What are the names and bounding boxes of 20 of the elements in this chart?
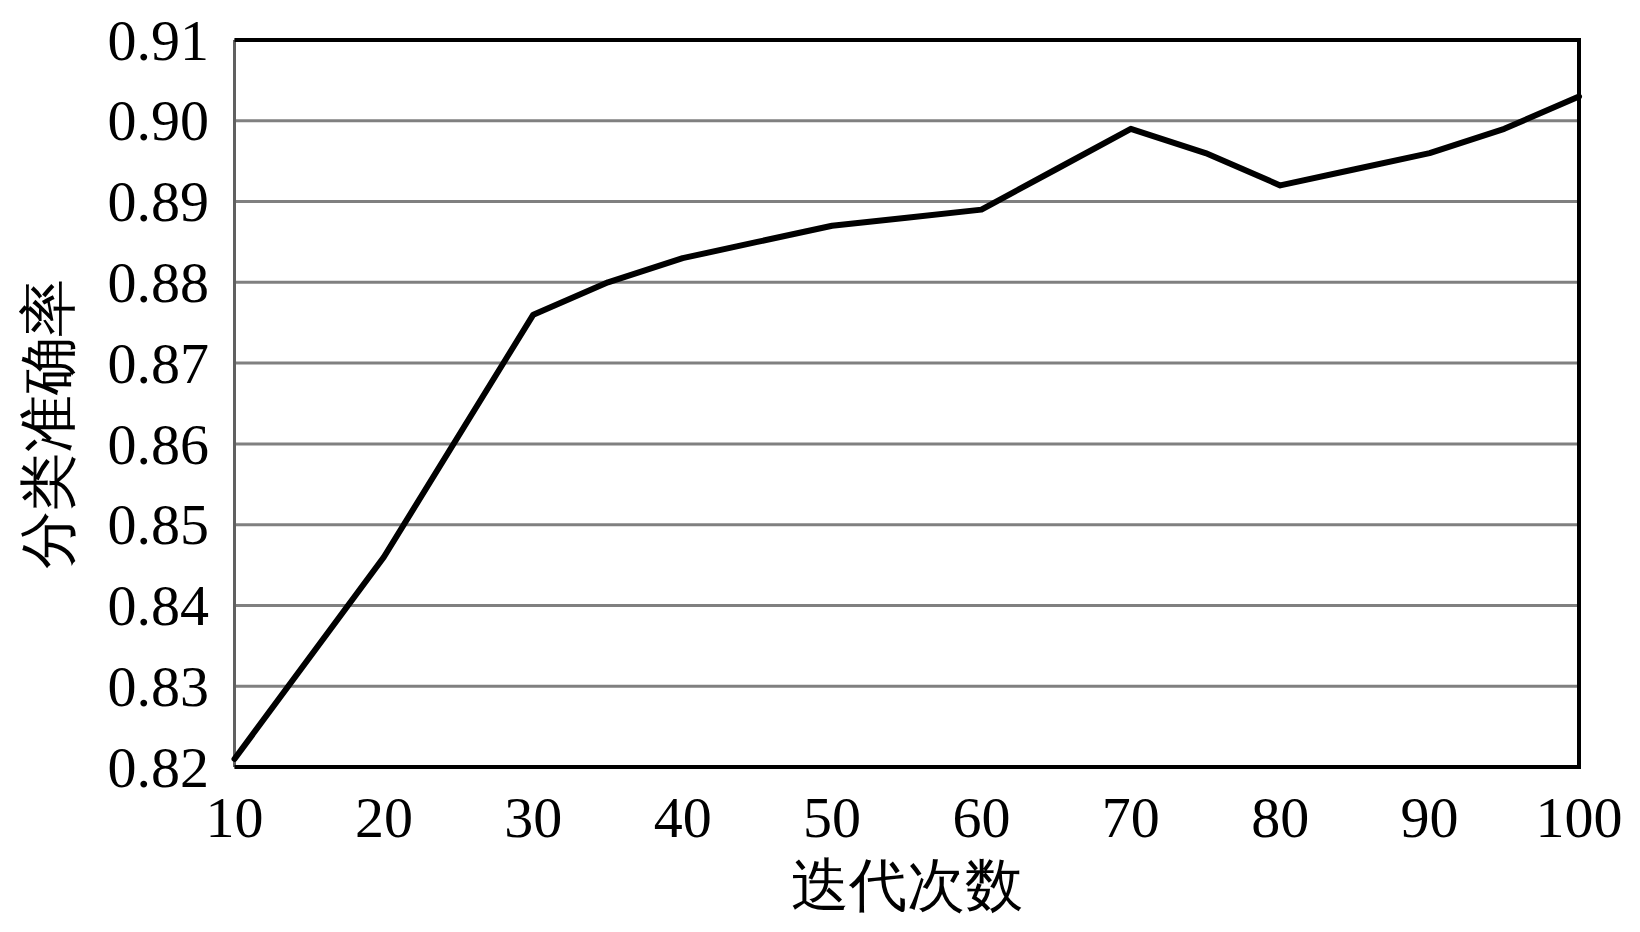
y-tick-label: 0.87 <box>107 330 209 396</box>
y-tick-label: 0.85 <box>107 492 209 558</box>
x-tick-label: 20 <box>354 785 413 850</box>
x-tick-label: 70 <box>1101 785 1160 850</box>
x-tick-label: 30 <box>504 785 563 850</box>
x-tick-label: 90 <box>1400 785 1459 850</box>
y-tick-label: 0.90 <box>107 88 209 154</box>
y-tick-label: 0.84 <box>107 573 209 639</box>
y-tick-label: 0.88 <box>107 250 209 316</box>
x-tick-label: 40 <box>653 785 712 850</box>
x-tick-label: 60 <box>952 785 1011 850</box>
y-tick-label: 0.86 <box>107 411 209 477</box>
y-tick-label: 0.89 <box>107 169 209 235</box>
y-tick-label: 0.83 <box>107 653 209 719</box>
y-axis-title: 分类准确率 <box>16 278 81 569</box>
x-tick-label: 100 <box>1535 785 1623 850</box>
x-tick-label: 50 <box>803 785 862 850</box>
x-tick-label: 80 <box>1251 785 1310 850</box>
y-tick-label: 0.91 <box>107 7 209 73</box>
x-axis-title: 迭代次数 <box>790 853 1023 918</box>
